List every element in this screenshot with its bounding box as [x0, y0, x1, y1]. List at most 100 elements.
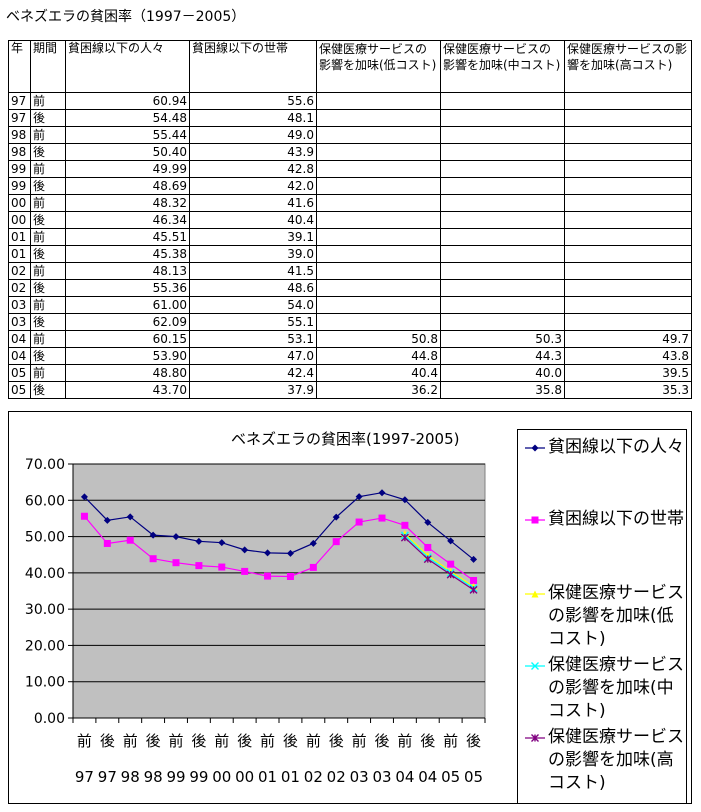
- table-cell: 55.1: [189, 313, 317, 331]
- table-cell: [316, 177, 441, 195]
- table-cell: 41.6: [189, 194, 317, 212]
- table-cell: 55.36: [65, 279, 190, 297]
- data-point: [447, 537, 455, 545]
- table-cell: 53.1: [189, 330, 317, 348]
- x-tick-label-year: 01: [281, 768, 300, 786]
- table-cell: 後: [30, 381, 66, 399]
- table-cell: 00: [8, 194, 31, 212]
- table-cell: [316, 228, 441, 246]
- table-row: 02 後 55.36 48.6: [8, 279, 692, 297]
- table-row: 05 後 43.70 37.9 36.2 35.8 35.3: [8, 381, 692, 399]
- table-cell: [440, 160, 565, 178]
- y-tick-label: 10.00: [25, 675, 65, 691]
- x-tick-label-period: 後: [146, 732, 161, 750]
- table-row: 03 後 62.09 55.1: [8, 313, 692, 331]
- table-cell: 97: [8, 92, 31, 110]
- series-line: [404, 533, 474, 588]
- table-cell: [316, 160, 441, 178]
- table-cell: 前: [30, 364, 66, 382]
- data-point: [80, 512, 88, 520]
- table-row: 04 前 60.15 53.1 50.8 50.3 49.7: [8, 330, 692, 348]
- legend-label: 保健医療サービスの影響を加味(中コスト): [548, 655, 684, 721]
- x-tick-label-year: 98: [144, 768, 163, 786]
- table-cell: [564, 194, 692, 212]
- data-point: [401, 521, 409, 529]
- header-year: 年: [8, 40, 31, 93]
- data-point: [531, 444, 539, 452]
- data-point: [126, 513, 134, 521]
- table-cell: [440, 228, 565, 246]
- table-cell: 48.32: [65, 194, 190, 212]
- table-cell: 前: [30, 330, 66, 348]
- table-cell: [440, 211, 565, 229]
- x-tick-label-period: 前: [352, 732, 367, 750]
- table-cell: 05: [8, 381, 31, 399]
- legend-label: 保健医療サービスの影響を加味(低コスト): [548, 583, 684, 649]
- data-point: [332, 538, 340, 546]
- data-point: [469, 585, 478, 594]
- data-point: [424, 518, 432, 526]
- legend-swatch: [525, 662, 545, 670]
- x-tick-label-period: 前: [397, 732, 412, 750]
- data-point: [286, 572, 294, 580]
- table-header-row: 年 期間 貧困線以下の人々 貧困線以下の世帯 保健医療サービスの影響を加味(低コ…: [8, 40, 692, 93]
- table-row: 05 前 48.80 42.4 40.4 40.0 39.5: [8, 364, 692, 382]
- table-cell: 03: [8, 296, 31, 314]
- legend-label: 貧困線以下の世帯: [548, 509, 684, 529]
- table-cell: 42.8: [189, 160, 317, 178]
- table-cell: 41.5: [189, 262, 317, 280]
- table-cell: [316, 109, 441, 127]
- table-row: 00 後 46.34 40.4: [8, 211, 692, 229]
- y-tick-label: 50.00: [25, 530, 65, 546]
- chart-legend: 貧困線以下の人々 貧困線以下の世帯 保健医療サービスの影響を加味(低コスト) 保健医療…: [517, 429, 687, 804]
- table-cell: 40.0: [440, 364, 565, 382]
- data-point: [309, 563, 317, 571]
- data-point: [424, 543, 432, 551]
- table-cell: 44.8: [316, 347, 441, 365]
- x-tick-label-year: 99: [166, 768, 185, 786]
- legend-swatch: [525, 734, 545, 742]
- table-cell: 60.94: [65, 92, 190, 110]
- table-row: 99 前 49.99 42.8: [8, 160, 692, 178]
- table-cell: 45.51: [65, 228, 190, 246]
- y-tick-label: 70.00: [25, 457, 65, 473]
- table-cell: [564, 126, 692, 144]
- table-cell: 50.8: [316, 330, 441, 348]
- data-point: [531, 590, 539, 598]
- table-cell: [316, 92, 441, 110]
- table-cell: 後: [30, 245, 66, 263]
- table-cell: 55.6: [189, 92, 317, 110]
- x-tick-label-year: 05: [464, 768, 483, 786]
- table-cell: 40.4: [189, 211, 317, 229]
- table-cell: 46.34: [65, 211, 190, 229]
- table-cell: 00: [8, 211, 31, 229]
- x-tick-label-period: 後: [100, 732, 115, 750]
- header-mid-cost: 保健医療サービスの影響を加味(中コスト): [440, 40, 565, 93]
- table-cell: 35.8: [440, 381, 565, 399]
- table-cell: [440, 109, 565, 127]
- x-tick-label-year: 02: [327, 768, 346, 786]
- x-tick-label-period: 後: [237, 732, 252, 750]
- x-tick-label-period: 後: [466, 732, 481, 750]
- x-tick-label-period: 前: [443, 732, 458, 750]
- table-cell: [316, 126, 441, 144]
- table-cell: 01: [8, 245, 31, 263]
- table-cell: 47.0: [189, 347, 317, 365]
- table-cell: [564, 177, 692, 195]
- data-point: [218, 539, 226, 547]
- table-cell: 前: [30, 296, 66, 314]
- table-cell: [564, 262, 692, 280]
- table-cell: [316, 279, 441, 297]
- table-row: 04 後 53.90 47.0 44.8 44.3 43.8: [8, 347, 692, 365]
- x-tick-label-period: 後: [191, 732, 206, 750]
- table-cell: 39.0: [189, 245, 317, 263]
- table-cell: 48.6: [189, 279, 317, 297]
- table-cell: 48.80: [65, 364, 190, 382]
- table-cell: 39.1: [189, 228, 317, 246]
- data-point: [447, 560, 455, 568]
- table-cell: [564, 313, 692, 331]
- table-cell: 62.09: [65, 313, 190, 331]
- x-tick-label-year: 04: [418, 768, 437, 786]
- table-cell: 後: [30, 313, 66, 331]
- table-cell: [440, 313, 565, 331]
